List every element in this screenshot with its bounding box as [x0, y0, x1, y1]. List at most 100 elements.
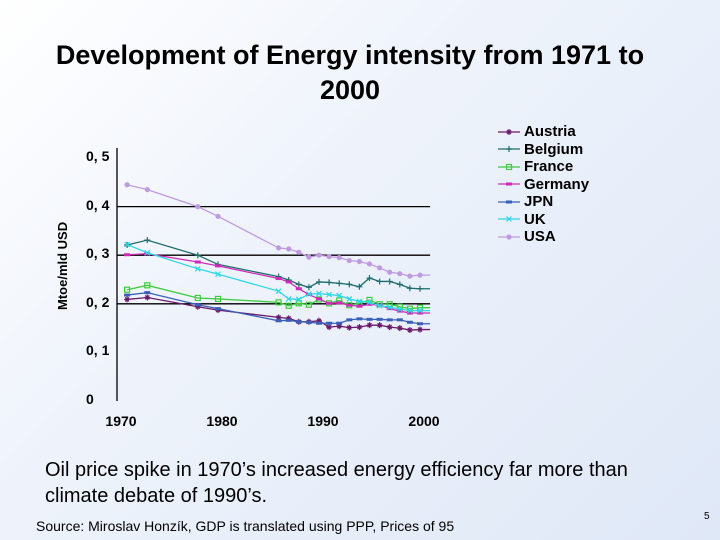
data-point [215, 271, 221, 278]
data-point [505, 163, 513, 170]
data-point [305, 301, 312, 308]
legend-item: UK [498, 211, 589, 229]
data-point [346, 324, 353, 331]
legend-item: Austria [498, 123, 589, 141]
data-point [144, 237, 151, 244]
data-point [316, 252, 322, 258]
data-point [366, 299, 373, 306]
legend-swatch [498, 182, 520, 186]
data-point [406, 307, 413, 314]
data-point [366, 322, 373, 329]
data-point [296, 249, 302, 255]
series-belgium [124, 237, 431, 292]
series-line [126, 284, 431, 310]
data-point [406, 320, 413, 324]
data-point [285, 280, 292, 284]
series-usa [124, 182, 431, 279]
legend-item: Germany [498, 176, 589, 194]
data-point [396, 318, 403, 322]
data-point [144, 294, 151, 301]
data-point [326, 291, 333, 298]
legend-label: USA [524, 228, 556, 246]
data-point [356, 324, 363, 331]
data-point [144, 249, 151, 256]
data-point [356, 283, 363, 290]
data-point [386, 278, 393, 285]
data-point [144, 186, 150, 193]
series-line [126, 184, 431, 277]
x-tick-label: 2000 [408, 413, 440, 429]
y-tick-label: 0, 3 [86, 245, 110, 262]
data-point [356, 298, 363, 305]
data-point [326, 279, 333, 286]
data-point [366, 261, 373, 267]
data-point [387, 269, 393, 275]
y-tick-label: 0, 2 [86, 293, 110, 310]
legend-swatch [498, 234, 520, 240]
data-point [346, 281, 353, 288]
data-point [295, 296, 302, 303]
legend-item: USA [498, 228, 589, 246]
data-point [275, 314, 282, 321]
data-point [306, 254, 312, 260]
data-point [346, 318, 353, 322]
data-point [275, 277, 282, 281]
data-point [285, 296, 292, 302]
data-point [326, 301, 333, 305]
data-point [386, 307, 393, 311]
source-text: Source: Miroslav Honzík, GDP is translat… [36, 518, 455, 534]
data-point [386, 324, 393, 331]
data-point [376, 302, 383, 309]
x-tick-label: 1970 [105, 413, 137, 429]
caption-text: Oil price spike in 1970’s increased ener… [45, 459, 628, 507]
data-point [194, 260, 201, 264]
data-point [124, 182, 130, 188]
data-point [295, 281, 302, 288]
data-point [506, 200, 512, 204]
data-point [124, 296, 131, 303]
series-uk [124, 241, 431, 314]
data-point [386, 304, 393, 311]
data-point [144, 282, 151, 289]
data-point [336, 321, 343, 325]
x-tick-label: 1980 [206, 413, 238, 429]
data-point [336, 301, 343, 305]
data-point [506, 182, 512, 186]
data-point [275, 319, 282, 323]
data-point [356, 304, 363, 308]
data-point [326, 254, 332, 260]
data-point [295, 300, 302, 307]
legend-label: Austria [524, 123, 576, 141]
data-point [215, 264, 221, 268]
data-point [305, 284, 312, 291]
data-point [417, 311, 423, 315]
data-point [406, 327, 413, 334]
data-point [506, 216, 512, 223]
data-point [305, 291, 312, 298]
data-point [124, 253, 131, 257]
data-point [346, 257, 352, 264]
y-tick-label: 0, 5 [86, 148, 110, 164]
data-point [417, 307, 423, 314]
data-point [295, 287, 302, 291]
data-point [366, 302, 373, 306]
data-point [316, 317, 322, 324]
data-point [286, 246, 292, 252]
data-point [397, 271, 403, 277]
legend-swatch [498, 200, 520, 204]
legend-item: Belgium [498, 141, 589, 159]
data-point [346, 303, 353, 307]
data-point [417, 272, 423, 278]
data-point [346, 296, 353, 302]
data-point [376, 322, 383, 329]
data-point [305, 320, 312, 324]
data-point [214, 295, 222, 303]
data-point [377, 265, 383, 271]
data-point [316, 297, 322, 301]
data-point [195, 204, 201, 210]
legend-label: JPN [524, 193, 554, 211]
legend-item: France [498, 158, 589, 176]
data-point [316, 290, 322, 297]
data-point [194, 252, 201, 259]
data-point [276, 245, 282, 251]
